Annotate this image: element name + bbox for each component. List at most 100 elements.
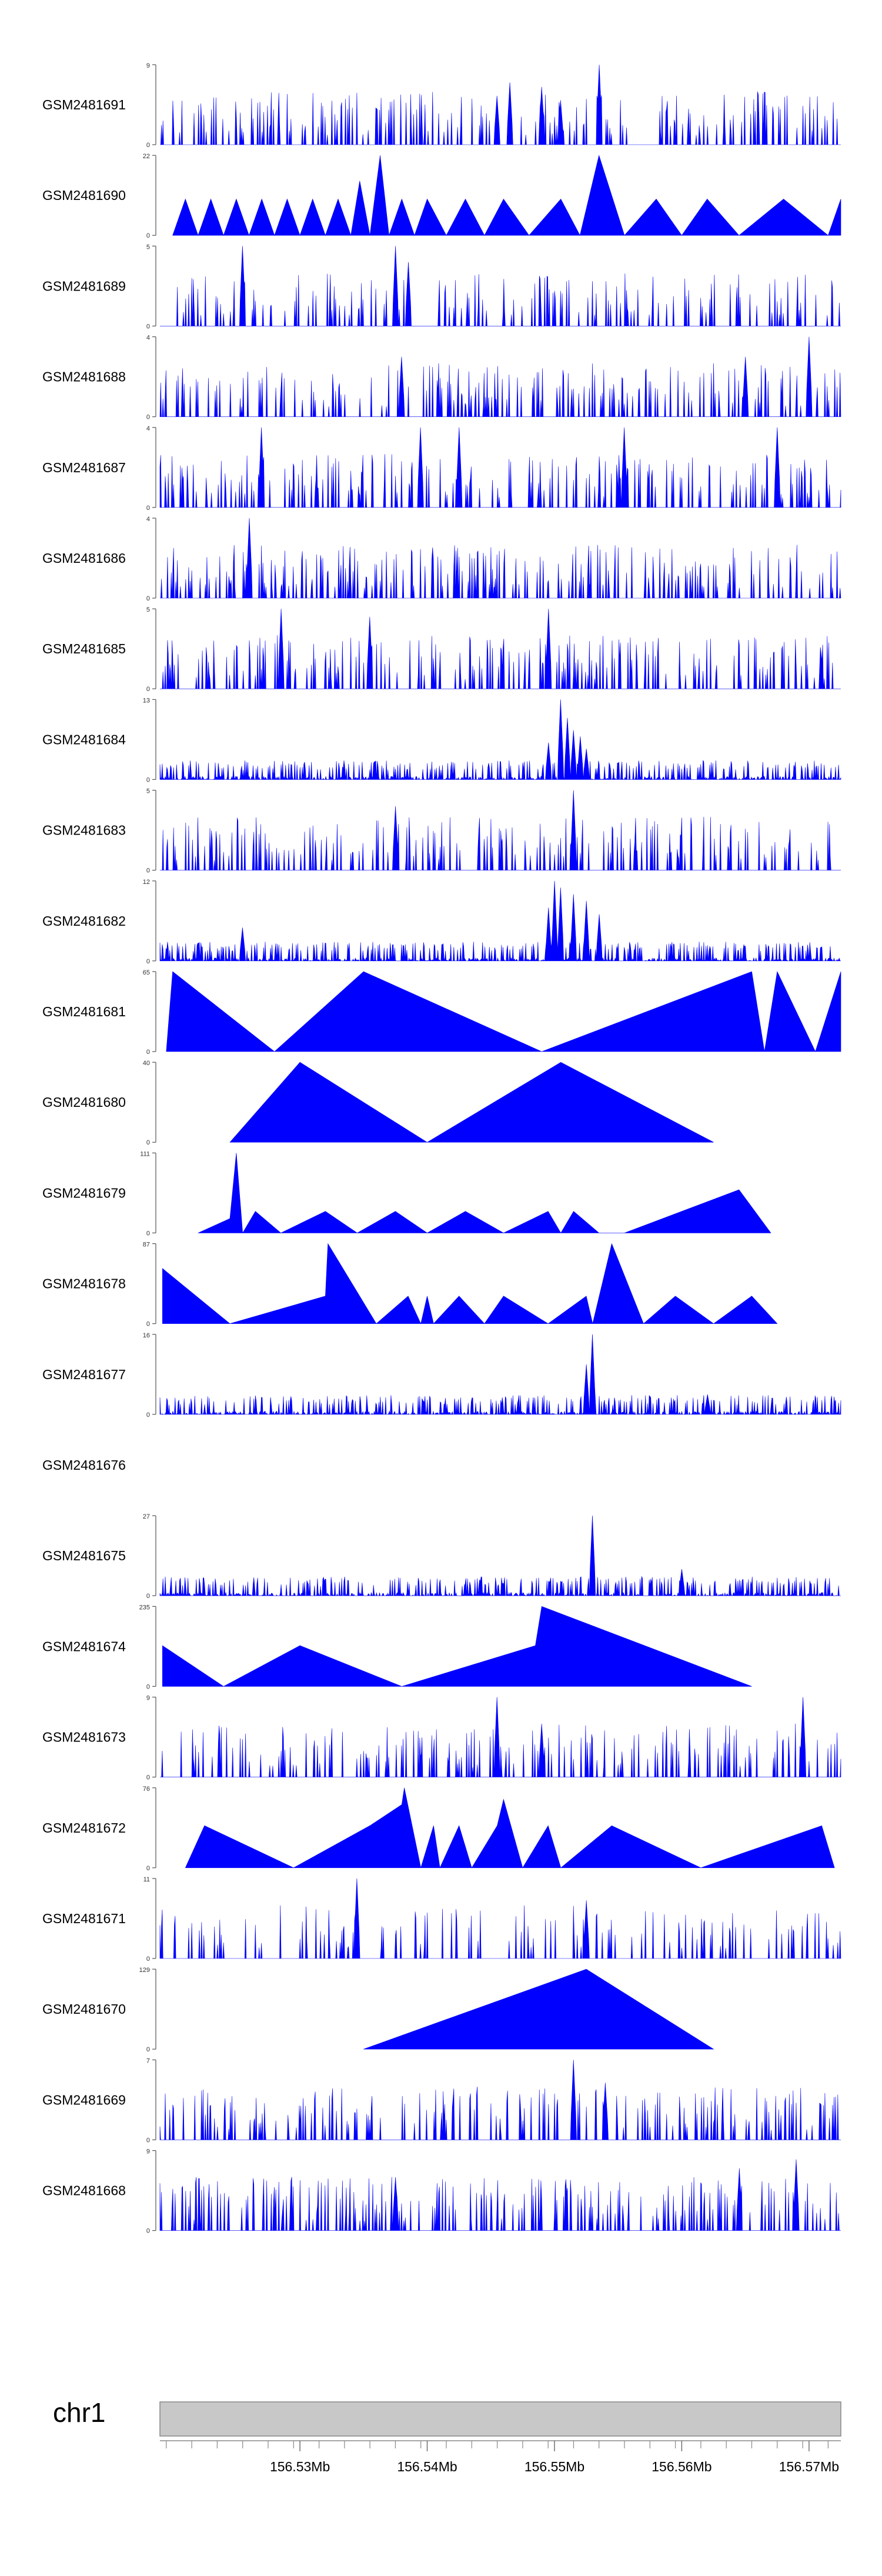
track-y-min-label: 0 bbox=[146, 958, 150, 965]
chromosome-label: chr1 bbox=[53, 2397, 105, 2428]
track-GSM2481688: GSM2481688 4 0 bbox=[42, 335, 841, 421]
track-y-min-label: 0 bbox=[146, 595, 150, 602]
coverage-area bbox=[185, 1787, 835, 1868]
track-GSM2481684: GSM2481684 13 0 bbox=[42, 697, 841, 783]
track-label: GSM2481683 bbox=[42, 823, 126, 838]
coverage-area bbox=[160, 790, 841, 870]
genome-axis-ticks: 156.53Mb 156.54Mb 156.55Mb 156.56Mb 156.57Mb bbox=[166, 2441, 839, 2474]
coverage-area bbox=[172, 155, 841, 236]
track-GSM2481685: GSM2481685 5 0 bbox=[42, 606, 841, 693]
coverage-area bbox=[159, 336, 841, 417]
track-y-max-label: 40 bbox=[143, 1060, 150, 1067]
track-y-max-label: 87 bbox=[143, 1242, 150, 1249]
track-GSM2481672: GSM2481672 76 0 bbox=[42, 1786, 835, 1872]
track-label: GSM2481684 bbox=[42, 732, 126, 747]
track-y-max-label: 4 bbox=[146, 425, 150, 432]
track-y-max-label: 13 bbox=[143, 697, 150, 704]
coverage-area bbox=[363, 1968, 714, 2050]
track-y-min-label: 0 bbox=[146, 142, 150, 149]
track-label: GSM2481678 bbox=[42, 1276, 126, 1292]
track-GSM2481674: GSM2481674 235 0 bbox=[42, 1604, 752, 1690]
track-y-max-label: 4 bbox=[146, 335, 150, 342]
track-y-min-label: 0 bbox=[146, 2046, 150, 2053]
track-GSM2481677: GSM2481677 16 0 bbox=[42, 1332, 841, 1419]
track-label: GSM2481669 bbox=[42, 2092, 126, 2107]
tick-label: 156.55Mb bbox=[524, 2459, 584, 2474]
track-label: GSM2481691 bbox=[42, 97, 126, 112]
chromosome-band bbox=[159, 2401, 841, 2437]
track-y-min-label: 0 bbox=[146, 323, 150, 330]
track-y-min-label: 0 bbox=[146, 1865, 150, 1872]
track-y-min-label: 0 bbox=[146, 1683, 150, 1690]
track-GSM2481683: GSM2481683 5 0 bbox=[42, 788, 841, 875]
track-y-min-label: 0 bbox=[146, 1956, 150, 1963]
track-y-max-label: 22 bbox=[143, 153, 150, 160]
coverage-area bbox=[159, 427, 841, 508]
coverage-area bbox=[198, 1153, 771, 1234]
coverage-area bbox=[160, 246, 841, 326]
track-y-min-label: 0 bbox=[146, 232, 150, 239]
track-label: GSM2481689 bbox=[42, 278, 126, 293]
track-y-max-label: 65 bbox=[143, 969, 150, 976]
track-GSM2481676: GSM2481676 bbox=[42, 1457, 126, 1473]
track-label: GSM2481685 bbox=[42, 641, 126, 656]
coverage-area bbox=[159, 880, 841, 962]
track-y-max-label: 11 bbox=[143, 1876, 150, 1883]
track-GSM2481682: GSM2481682 12 0 bbox=[42, 879, 841, 965]
coverage-area bbox=[159, 2159, 841, 2231]
track-GSM2481675: GSM2481675 27 0 bbox=[42, 1513, 841, 1600]
track-label: GSM2481682 bbox=[42, 913, 126, 929]
track-GSM2481679: GSM2481679 111 0 bbox=[42, 1150, 771, 1237]
track-label: GSM2481688 bbox=[42, 369, 126, 385]
track-GSM2481668: GSM2481668 9 0 bbox=[42, 2148, 841, 2235]
track-label: GSM2481676 bbox=[42, 1457, 126, 1473]
track-y-min-label: 0 bbox=[146, 1049, 150, 1056]
track-y-max-label: 235 bbox=[139, 1604, 150, 1611]
track-y-max-label: 5 bbox=[146, 243, 150, 251]
coverage-area bbox=[229, 1062, 714, 1143]
track-GSM2481681: GSM2481681 65 0 bbox=[42, 969, 841, 1056]
tick-label: 156.54Mb bbox=[397, 2459, 457, 2474]
track-label: GSM2481677 bbox=[42, 1367, 126, 1382]
track-label: GSM2481690 bbox=[42, 188, 126, 203]
track-label: GSM2481675 bbox=[42, 1548, 126, 1563]
track-y-min-label: 0 bbox=[146, 414, 150, 421]
track-GSM2481670: GSM2481670 129 0 bbox=[42, 1967, 714, 2053]
track-GSM2481686: GSM2481686 4 0 bbox=[42, 516, 841, 602]
track-label: GSM2481686 bbox=[42, 550, 126, 566]
coverage-area bbox=[160, 64, 841, 145]
track-GSM2481691: GSM2481691 9 0 bbox=[42, 62, 841, 149]
track-y-max-label: 9 bbox=[146, 62, 150, 69]
track-y-max-label: 5 bbox=[146, 788, 150, 795]
tick-label: 156.56Mb bbox=[652, 2459, 711, 2474]
track-label: GSM2481674 bbox=[42, 1639, 126, 1654]
coverage-area bbox=[162, 1243, 778, 1324]
tick-label: 156.57Mb bbox=[779, 2459, 839, 2474]
coverage-area bbox=[159, 699, 841, 780]
track-GSM2481690: GSM2481690 22 0 bbox=[42, 153, 841, 239]
track-y-min-label: 0 bbox=[146, 1412, 150, 1419]
track-y-min-label: 0 bbox=[146, 776, 150, 783]
track-label: GSM2481668 bbox=[42, 2183, 126, 2198]
coverage-area bbox=[159, 1516, 841, 1597]
track-GSM2481673: GSM2481673 9 0 bbox=[42, 1695, 841, 1781]
track-y-min-label: 0 bbox=[146, 867, 150, 875]
track-y-max-label: 111 bbox=[140, 1150, 150, 1157]
tick-label: 156.53Mb bbox=[270, 2459, 330, 2474]
track-label: GSM2481671 bbox=[42, 1911, 126, 1926]
track-y-max-label: 129 bbox=[139, 1967, 150, 1974]
track-y-max-label: 4 bbox=[146, 516, 150, 523]
track-y-min-label: 0 bbox=[146, 1321, 150, 1328]
track-y-max-label: 9 bbox=[146, 2148, 150, 2155]
track-label: GSM2481673 bbox=[42, 1730, 126, 1745]
track-y-min-label: 0 bbox=[146, 1774, 150, 1781]
track-y-min-label: 0 bbox=[146, 505, 150, 512]
track-y-max-label: 76 bbox=[143, 1786, 150, 1793]
track-y-max-label: 5 bbox=[146, 606, 150, 613]
coverage-area bbox=[159, 1334, 841, 1415]
track-GSM2481680: GSM2481680 40 0 bbox=[42, 1060, 714, 1146]
coverage-area bbox=[160, 609, 841, 689]
track-label: GSM2481679 bbox=[42, 1185, 126, 1200]
track-label: GSM2481670 bbox=[42, 2001, 126, 2017]
